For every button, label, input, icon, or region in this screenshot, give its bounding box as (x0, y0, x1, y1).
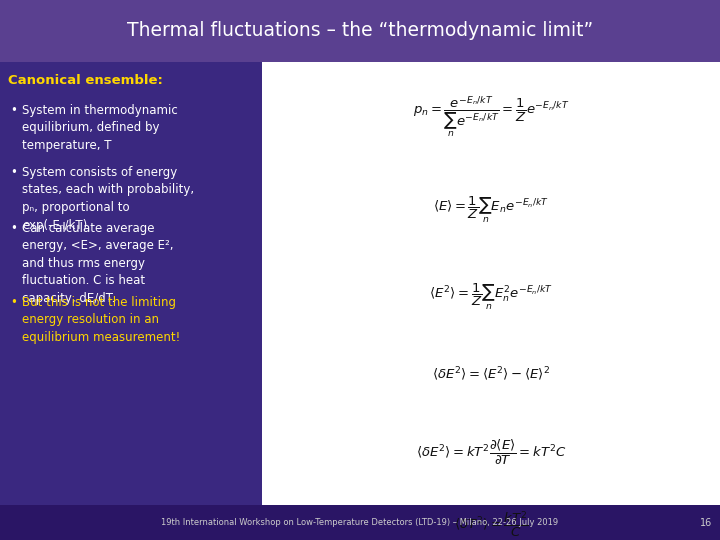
Text: 19th International Workshop on Low-Temperature Detectors (LTD-19) – Milano, 22-2: 19th International Workshop on Low-Tempe… (161, 518, 559, 527)
Text: $p_n = \dfrac{e^{-E_n/kT}}{\sum_n e^{-E_n/kT}} = \dfrac{1}{Z}e^{-E_n/kT}$: $p_n = \dfrac{e^{-E_n/kT}}{\sum_n e^{-E_… (413, 95, 570, 139)
Text: •: • (10, 166, 17, 179)
Text: System in thermodynamic
equilibrium, defined by
temperature, T: System in thermodynamic equilibrium, def… (22, 104, 178, 152)
Text: 16: 16 (700, 517, 712, 528)
Bar (0, 505, 720, 540)
Text: Can calculate average
energy, <E>, average E²,
and thus rms energy
fluctuation. : Can calculate average energy, <E>, avera… (22, 222, 174, 305)
Bar (0, 0, 720, 62)
Text: $\langle E^2 \rangle = \dfrac{1}{Z}\sum_n E_n^2 e^{-E_n/kT}$: $\langle E^2 \rangle = \dfrac{1}{Z}\sum_… (429, 282, 553, 312)
Bar (262, 62, 720, 505)
Text: System consists of energy
states, each with probability,
pₙ, proportional to
exp: System consists of energy states, each w… (22, 166, 194, 232)
Text: $\langle E \rangle = \dfrac{1}{Z}\sum_n E_n e^{-E_n/kT}$: $\langle E \rangle = \dfrac{1}{Z}\sum_n … (433, 195, 549, 225)
Text: $\langle \delta E^2 \rangle = kT^2 \dfrac{\partial \langle E \rangle}{\partial T: $\langle \delta E^2 \rangle = kT^2 \dfra… (415, 437, 567, 467)
Text: $\langle \delta T^2 \rangle = \dfrac{kT^2}{C}$: $\langle \delta T^2 \rangle = \dfrac{kT^… (454, 509, 528, 539)
Text: •: • (10, 222, 17, 235)
Text: •: • (10, 104, 17, 117)
Text: $\langle \delta E^2 \rangle = \langle E^2 \rangle - \langle E \rangle^2$: $\langle \delta E^2 \rangle = \langle E^… (432, 365, 550, 383)
Text: Thermal fluctuations – the “thermodynamic limit”: Thermal fluctuations – the “thermodynami… (127, 22, 593, 40)
Text: •: • (10, 296, 17, 309)
Text: But this is not the limiting
energy resolution in an
equilibrium measurement!: But this is not the limiting energy reso… (22, 296, 180, 344)
Text: Canonical ensemble:: Canonical ensemble: (8, 74, 163, 87)
Bar (0, 62, 262, 505)
